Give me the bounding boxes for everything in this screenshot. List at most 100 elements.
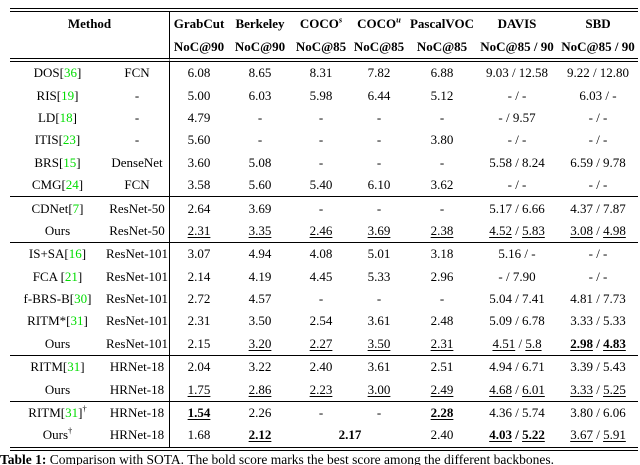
text-segment: 5.58 / 8.24 xyxy=(489,154,545,170)
citation-ref[interactable]: 15 xyxy=(63,154,77,170)
text-segment: 3.07 xyxy=(187,246,211,262)
score-cell: 3.35 xyxy=(228,220,292,244)
text-segment: 4.94 / 6.71 xyxy=(489,359,545,375)
score-cell: 2.40 xyxy=(292,356,350,378)
text-segment: / xyxy=(592,381,604,397)
score-cell: 2.38 xyxy=(408,220,476,244)
text-segment: - / - xyxy=(507,177,527,193)
text-segment: 3.35 xyxy=(248,222,272,238)
citation-ref[interactable]: 30 xyxy=(74,291,88,307)
header-row-datasets: Method GrabCut Berkeley COCOs COCOu PascalVOC… xyxy=(10,12,638,35)
text-segment: - xyxy=(257,132,263,148)
text-segment: 5.00 xyxy=(187,87,211,103)
text-segment: s xyxy=(338,14,343,25)
text-segment: ] xyxy=(78,405,83,421)
text-segment: 3.67 xyxy=(570,427,593,443)
score-cell: 6.10 xyxy=(350,174,408,198)
text-segment: - xyxy=(318,154,324,170)
comparison-table: Method GrabCut Berkeley COCOs COCOu PascalVOC… xyxy=(10,8,638,451)
citation-ref[interactable]: 18 xyxy=(59,109,73,125)
text-segment: 8.65 xyxy=(248,65,272,81)
citation-ref[interactable]: 16 xyxy=(68,246,82,262)
text-segment: 2.27 xyxy=(309,335,333,351)
score-cell: 3.62 xyxy=(408,174,476,198)
column-header-metric: NoC@85 / 90 xyxy=(558,35,638,62)
backbone-cell: ResNet-101 xyxy=(105,243,170,266)
text-segment: 3.50 xyxy=(367,335,391,351)
score-cell: 5.00 xyxy=(170,84,228,106)
table-row: Ours† HRNet-18 1.68 2.12 2.17 2.40 4.03 / 5.22… xyxy=(10,424,638,447)
score-cell: 5.33 xyxy=(350,266,408,288)
text-segment: - / - xyxy=(507,132,527,148)
text-segment: 1.75 xyxy=(187,381,211,397)
score-cell: 6.59 / 9.78 xyxy=(558,152,638,174)
column-header-dataset: SBD xyxy=(558,12,638,35)
score-cell: 3.80 xyxy=(408,129,476,151)
text-segment: 2.15 xyxy=(187,335,211,351)
method-cell: ITIS[23] xyxy=(10,129,105,151)
table-row: Ours ResNet-50 2.31 3.35 2.46 3.69 2.38 4.52 / … xyxy=(10,219,638,244)
text-segment: ] xyxy=(75,132,81,148)
backbone-cell: HRNet-18 xyxy=(105,424,170,447)
text-segment: 2.72 xyxy=(187,291,211,307)
text-segment: 3.61 xyxy=(367,313,391,329)
score-cell: 1.68 xyxy=(170,424,228,446)
text-segment: ] xyxy=(72,109,77,125)
score-cell: - / - xyxy=(558,266,638,288)
score-cell: 1.75 xyxy=(170,378,228,402)
text-segment: CMG[ xyxy=(31,177,66,193)
score-cell: 5.08 xyxy=(228,152,292,174)
text-segment: 3.00 xyxy=(367,381,391,397)
text-segment: DOS[ xyxy=(33,65,64,81)
text-segment: 2.86 xyxy=(248,381,272,397)
text-segment: 5.09 / 6.78 xyxy=(489,313,545,329)
text-segment: Ours xyxy=(44,335,71,351)
text-segment: 3.20 xyxy=(248,335,272,351)
text-segment: 2.54 xyxy=(309,313,333,329)
text-segment: 1.68 xyxy=(187,427,211,443)
score-cell: 3.67 / 5.91 xyxy=(558,424,638,446)
score-cell: 5.98 xyxy=(292,84,350,106)
text-segment: BRS[ xyxy=(34,154,64,170)
text-segment: - / - xyxy=(588,177,608,193)
text-segment: 4.57 xyxy=(248,291,272,307)
score-cell: 4.51 / 5.8 xyxy=(476,333,558,357)
text-segment: - xyxy=(318,109,324,125)
text-segment: † xyxy=(82,403,87,414)
score-cell: 2.40 xyxy=(408,424,476,446)
citation-ref[interactable]: 7 xyxy=(72,200,80,216)
score-cell: 2.86 xyxy=(228,378,292,402)
table-row: Ours ResNet-101 2.15 3.20 2.27 3.50 2.31 4.51 /… xyxy=(10,332,638,357)
score-cell: 3.00 xyxy=(350,378,408,402)
citation-ref[interactable]: 31 xyxy=(65,405,79,421)
score-cell: - xyxy=(292,152,350,174)
text-segment: 3.69 xyxy=(248,200,272,216)
citation-ref[interactable]: 24 xyxy=(65,177,79,193)
backbone-cell: - xyxy=(105,84,170,107)
method-cell: FCA [21] xyxy=(10,266,105,288)
text-segment: - xyxy=(318,132,324,148)
method-cell: LD[18] xyxy=(10,107,105,129)
score-cell: - xyxy=(292,288,350,310)
table-caption-text: Comparison with SOTA. The bold score mar… xyxy=(49,452,554,465)
column-header-dataset: DAVIS xyxy=(476,12,558,35)
score-cell: - / - xyxy=(558,174,638,198)
text-segment: 4.83 xyxy=(603,335,626,351)
citation-ref[interactable]: 31 xyxy=(70,313,84,329)
backbone-cell: ResNet-50 xyxy=(105,197,170,220)
text-segment: 2.31 xyxy=(187,222,211,238)
score-cell: 4.45 xyxy=(292,266,350,288)
citation-ref[interactable]: 36 xyxy=(64,65,77,81)
citation-ref[interactable]: 23 xyxy=(62,132,76,148)
text-segment: 2.38 xyxy=(430,222,454,238)
table-row: LD[18] -4.79- - - - - / 9.57- / - xyxy=(10,106,638,130)
score-cell: 4.94 / 6.71 xyxy=(476,356,558,378)
table-row: DOS[36] FCN 6.08 8.65 8.31 7.82 6.88 9.03 / 12.… xyxy=(10,62,638,85)
score-cell: 3.20 xyxy=(228,333,292,357)
score-cell: 2.51 xyxy=(408,356,476,378)
citation-ref[interactable]: 31 xyxy=(67,359,81,375)
column-header-metric: NoC@85 xyxy=(292,35,350,62)
citation-ref[interactable]: 19 xyxy=(61,87,75,103)
score-cell: - xyxy=(350,197,408,219)
citation-ref[interactable]: 21 xyxy=(64,268,78,284)
